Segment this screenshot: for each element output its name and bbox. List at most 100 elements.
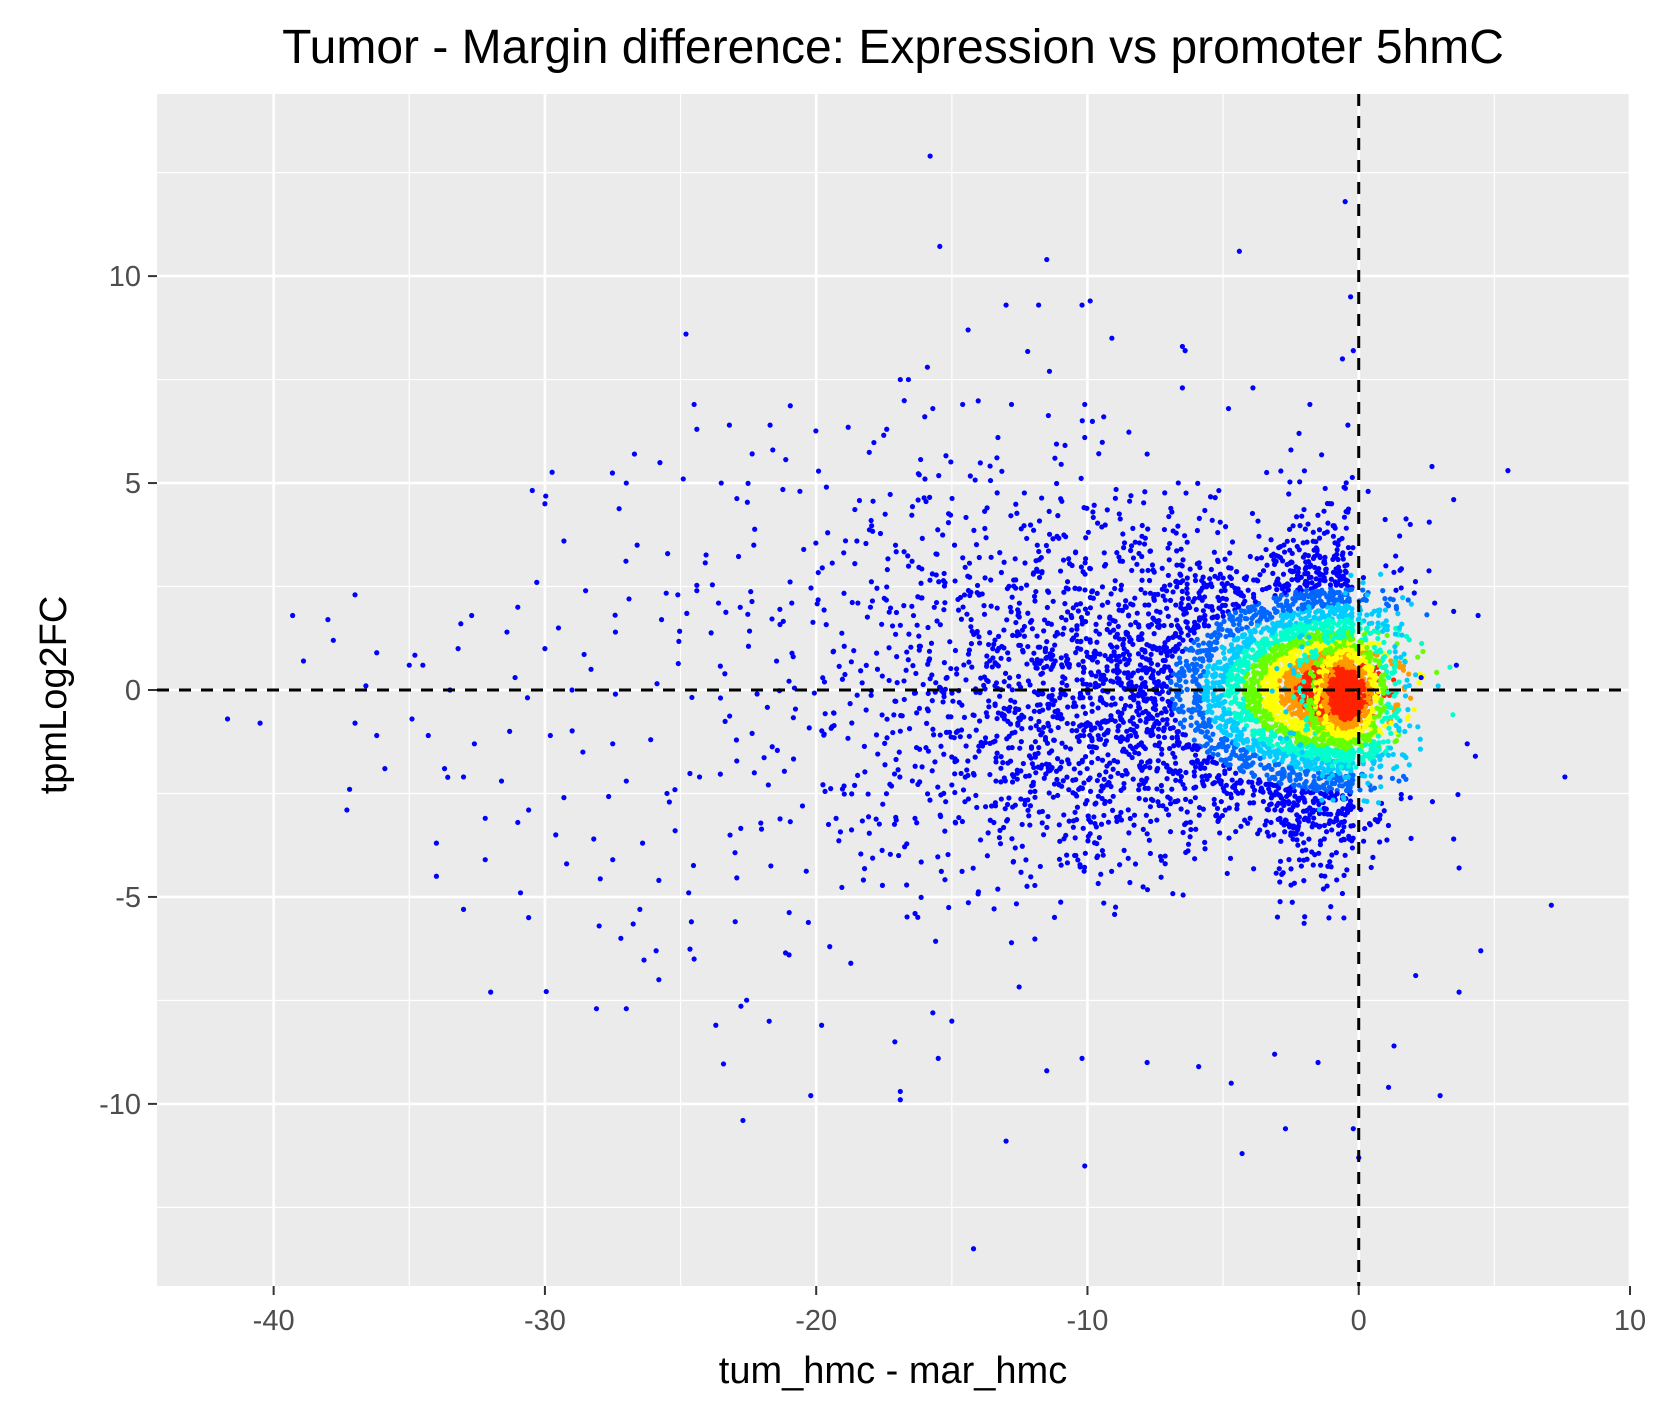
data-point	[1007, 604, 1013, 610]
data-point	[1060, 778, 1066, 784]
data-point	[848, 960, 854, 966]
data-point	[1006, 583, 1012, 589]
data-point	[1264, 640, 1271, 646]
data-point	[994, 750, 1000, 756]
data-point	[1142, 602, 1148, 608]
data-point	[936, 473, 942, 479]
data-point	[1173, 682, 1180, 688]
data-point	[905, 563, 912, 569]
data-point	[1077, 862, 1083, 868]
data-point	[1090, 744, 1096, 750]
data-point	[1411, 590, 1417, 596]
data-point	[1095, 793, 1101, 799]
data-point	[855, 772, 861, 779]
data-point	[1158, 874, 1164, 880]
data-point	[1245, 665, 1251, 672]
data-point	[1293, 702, 1299, 709]
data-point	[1321, 508, 1327, 514]
data-point	[1036, 727, 1042, 733]
data-point	[1042, 737, 1049, 743]
data-point	[1166, 513, 1172, 520]
data-point	[1114, 759, 1121, 765]
data-point	[1002, 778, 1008, 784]
data-point	[1281, 549, 1288, 555]
data-point	[1187, 834, 1193, 840]
data-point	[1072, 809, 1078, 815]
data-point	[944, 674, 950, 681]
data-point	[708, 630, 714, 636]
data-point	[968, 616, 974, 623]
data-point	[1052, 642, 1058, 648]
data-point	[1045, 589, 1052, 595]
data-point	[1210, 698, 1216, 704]
data-point	[1346, 596, 1352, 602]
data-point	[879, 673, 885, 679]
data-point	[897, 774, 903, 780]
data-point	[1215, 659, 1221, 665]
data-point	[1116, 554, 1122, 560]
data-point	[852, 506, 858, 513]
data-point	[1147, 765, 1153, 771]
data-point	[1053, 768, 1060, 774]
data-point	[1204, 759, 1210, 766]
data-point	[766, 1018, 772, 1024]
data-point	[960, 555, 966, 561]
data-point	[1098, 788, 1104, 794]
data-point	[1202, 507, 1208, 514]
data-point	[1302, 566, 1308, 572]
data-point	[1038, 732, 1044, 738]
data-point	[1152, 707, 1159, 713]
data-point	[934, 618, 940, 624]
data-point	[1191, 665, 1197, 671]
data-point	[1238, 590, 1244, 596]
data-point	[982, 739, 988, 746]
data-point	[859, 680, 865, 686]
data-point	[1265, 807, 1272, 813]
data-point	[1416, 680, 1422, 686]
data-point	[1284, 603, 1290, 609]
data-point	[1311, 773, 1317, 779]
data-point	[1135, 651, 1142, 657]
data-point	[1310, 538, 1316, 544]
data-point	[1208, 703, 1214, 709]
data-point	[882, 511, 888, 517]
data-point	[1087, 788, 1094, 794]
data-point	[1252, 704, 1258, 710]
data-point	[1225, 682, 1231, 688]
data-point	[1080, 669, 1087, 675]
data-point	[1206, 719, 1212, 726]
data-point	[988, 554, 994, 560]
data-point	[1198, 663, 1204, 669]
data-point	[1126, 429, 1132, 435]
data-point	[1372, 817, 1378, 823]
data-point	[1124, 728, 1130, 734]
data-point	[1057, 695, 1063, 701]
data-point	[1247, 628, 1253, 634]
data-point	[1191, 769, 1197, 775]
data-point	[1136, 782, 1142, 788]
data-point	[1316, 527, 1323, 533]
data-point	[1093, 800, 1099, 806]
data-point	[1252, 752, 1258, 758]
data-point	[1156, 740, 1163, 746]
data-point	[1140, 743, 1147, 750]
data-point	[1099, 848, 1106, 854]
data-point	[412, 652, 418, 658]
data-point	[891, 712, 897, 718]
data-point	[1159, 688, 1165, 695]
data-point	[1147, 643, 1153, 649]
data-point	[1345, 544, 1352, 551]
data-point	[1196, 515, 1202, 521]
data-point	[1167, 540, 1173, 547]
data-point	[841, 791, 847, 797]
data-point	[1220, 595, 1226, 601]
data-point	[1238, 662, 1244, 669]
data-point	[942, 877, 948, 883]
data-point	[1148, 818, 1154, 824]
data-point	[933, 572, 939, 578]
data-point	[1281, 583, 1287, 589]
data-point	[880, 801, 886, 807]
data-point	[1177, 677, 1183, 683]
data-point	[1027, 682, 1033, 688]
data-point	[1160, 593, 1166, 599]
